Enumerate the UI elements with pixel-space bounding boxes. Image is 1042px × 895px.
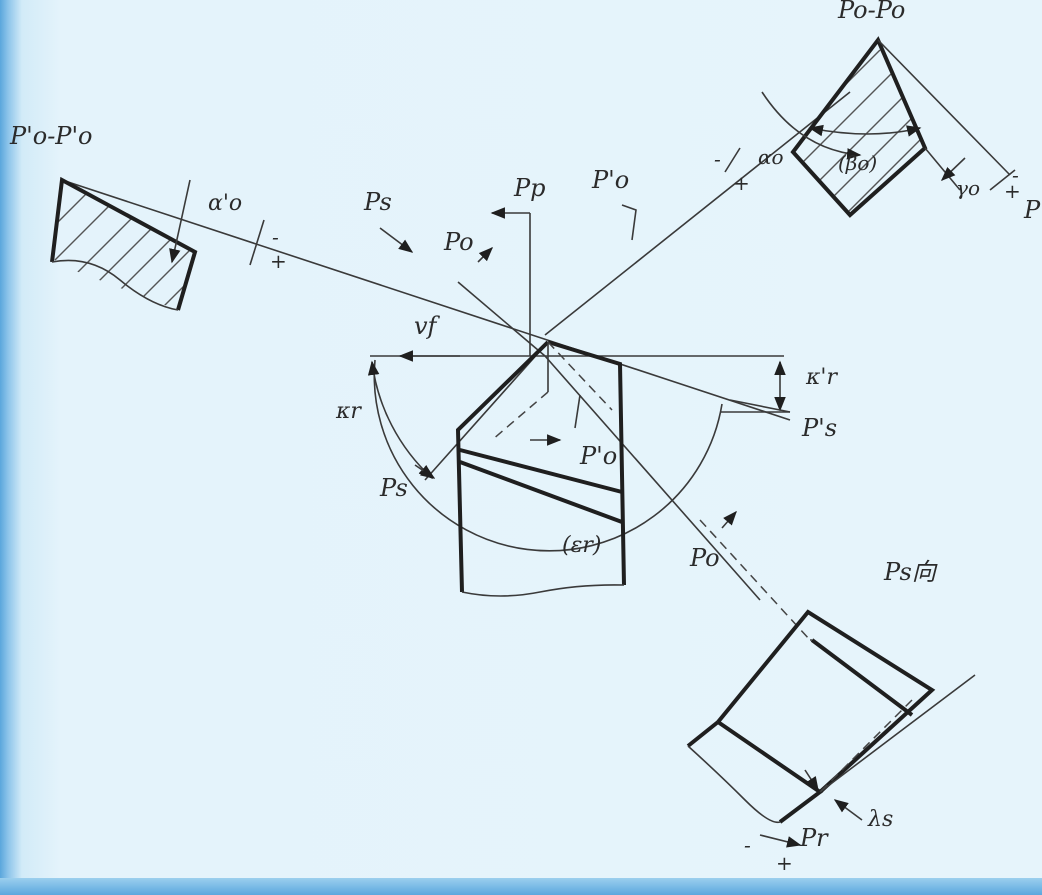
- label-section-left: P'o-P'o: [9, 122, 93, 150]
- label-po-prime-top: P'o: [591, 166, 629, 194]
- label-alpha-o-prime: α'o: [208, 191, 242, 216]
- arrow-ps-lower: [414, 464, 436, 479]
- section-bottom-ps-view: [686, 609, 976, 848]
- label-epsilon-r: (εr): [562, 533, 602, 558]
- label-alpha-o: αo: [758, 145, 784, 169]
- label-po-upper: Po: [443, 228, 474, 256]
- label-section-top: Po-Po: [837, 0, 905, 24]
- label-gamma-o: γo: [956, 176, 980, 200]
- arrow-ps-prime: [729, 399, 791, 413]
- label-ps-prime: P's: [801, 414, 837, 442]
- arrow-po-prime-top: [621, 204, 637, 241]
- angle-arc-kr: [367, 360, 434, 479]
- label-p-edge: P: [1023, 196, 1041, 224]
- label-lambda-s: λs: [867, 807, 893, 832]
- sign-plus-top: +: [733, 171, 750, 195]
- screen-bottom-edge: [0, 878, 1042, 895]
- sign-minus-bottom: -: [744, 833, 751, 857]
- sign-minus-left: -: [272, 225, 279, 249]
- sign-minus-top: -: [714, 147, 721, 171]
- label-pr: Pr: [799, 824, 829, 852]
- projection-dashed-line: [699, 519, 811, 641]
- sign-plus-top-right: +: [1004, 179, 1021, 203]
- diagonal-line-po-lower: [544, 355, 761, 601]
- sign-plus-left: +: [270, 249, 287, 273]
- arrow-po-upper: [477, 246, 494, 263]
- label-ps-top: Ps: [363, 188, 392, 216]
- main-tool-body: [455, 340, 626, 597]
- cutting-plane-line-ps-prime: [61, 179, 791, 421]
- label-beta-o: (βo): [838, 151, 877, 175]
- sign-plus-bottom: +: [776, 851, 793, 875]
- cutting-edge-plane-line-ps: [424, 341, 549, 481]
- label-ps-lower: Ps: [379, 474, 408, 502]
- arrow-po-lower: [721, 510, 737, 529]
- label-vf: vf: [414, 312, 441, 340]
- label-ps-view: Ps向: [883, 558, 938, 586]
- plane-line-po-upper: [457, 281, 546, 357]
- label-kr-prime: κ'r: [805, 365, 838, 390]
- label-po-prime-center: P'o: [579, 442, 617, 470]
- sign-minus-top-right: -: [1012, 163, 1019, 187]
- label-kr: κr: [335, 399, 362, 424]
- orthogonal-plane-line-po: [544, 91, 851, 336]
- label-po-lower: Po: [689, 544, 720, 572]
- label-pp: Pp: [513, 174, 546, 202]
- arrow-ps-top: [379, 227, 414, 253]
